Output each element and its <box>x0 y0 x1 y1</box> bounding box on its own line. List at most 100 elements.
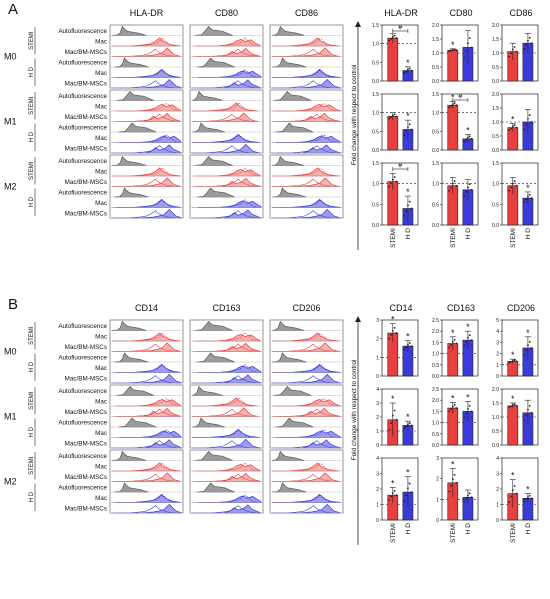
y-tick-label: 0.5 <box>432 432 439 438</box>
data-point <box>510 186 512 189</box>
histogram-filled <box>272 47 341 57</box>
y-tick-label: 3 <box>376 472 379 478</box>
data-point <box>388 498 391 501</box>
histogram-outline <box>272 408 339 417</box>
data-point <box>468 404 471 407</box>
data-point <box>395 180 398 183</box>
histogram-box <box>109 24 184 89</box>
data-point <box>448 106 451 109</box>
data-point <box>511 404 514 406</box>
histogram-outline <box>112 343 178 352</box>
significance-star: * <box>511 471 515 481</box>
bar-chart: 0.00.51.01.5 **# <box>432 92 479 154</box>
y-tick-label: 0 <box>376 518 379 524</box>
y-tick-label: 0.5 <box>492 134 499 140</box>
y-tick-label: 2.5 <box>432 318 439 324</box>
significance-star: * <box>451 40 455 50</box>
data-point <box>405 70 408 73</box>
y-tick-label: 0 <box>496 374 499 380</box>
histogram-outline <box>272 397 339 407</box>
significance-star: * <box>406 468 410 478</box>
histogram-outline <box>272 48 336 57</box>
data-point <box>525 498 528 501</box>
data-point <box>530 197 533 200</box>
chart-column-header: CD14 <box>389 303 412 313</box>
histogram-outline <box>192 375 261 384</box>
y-tick-label: 1 <box>496 363 499 369</box>
x-tick-label: STEMI <box>510 228 517 248</box>
data-point <box>455 342 458 345</box>
histogram-outline <box>112 375 178 384</box>
histogram-filled <box>194 450 233 461</box>
y-tick-label: 1.0 <box>492 415 499 421</box>
y-tick-label: 0.5 <box>432 129 439 135</box>
data-point <box>403 427 406 429</box>
histogram-filled <box>114 482 149 493</box>
data-point <box>455 407 458 409</box>
y-tick-label: 1.0 <box>372 111 379 117</box>
bar-chart: 0.0 0.5 1.0 1.5 2.0 <box>492 23 539 85</box>
histogram-filled <box>112 332 182 342</box>
data-point <box>508 189 511 192</box>
track-label: Mac/BM-MSCs <box>65 114 107 121</box>
data-point <box>530 121 533 123</box>
track-label: Mac <box>95 103 107 110</box>
histogram-filled <box>271 320 305 331</box>
track-label: Mac <box>95 365 107 372</box>
group-label-stemi: STEMI <box>29 391 35 410</box>
histogram-outline <box>192 178 261 187</box>
data-point <box>511 125 514 128</box>
data-point <box>410 128 413 131</box>
group-label-hd: H D <box>29 196 35 207</box>
bar-chart: 0 1 2 3 4 * * <box>496 456 539 524</box>
data-point <box>388 117 391 120</box>
data-point <box>393 409 396 412</box>
track-label: Mac/BM-MSCs <box>65 440 107 447</box>
data-point <box>395 37 398 39</box>
y-tick-label: 0.0 <box>372 79 379 85</box>
histogram-outline <box>192 408 255 417</box>
histogram-filled <box>195 464 262 472</box>
y-tick-label: 4 <box>496 329 499 335</box>
histogram-outline <box>192 210 261 219</box>
data-point <box>448 490 451 493</box>
data-point <box>465 49 468 52</box>
data-point <box>410 424 413 427</box>
data-point <box>453 180 456 183</box>
histogram-filled <box>192 407 259 417</box>
bar-stemi <box>447 49 459 82</box>
histogram-filled <box>116 385 155 396</box>
histogram-outline <box>192 113 255 122</box>
histogram-filled <box>274 407 342 417</box>
data-point <box>523 200 526 203</box>
bar-stemi <box>387 116 399 151</box>
chart-column-header: CD80 <box>449 8 472 18</box>
data-point <box>450 105 452 107</box>
data-point <box>393 113 396 116</box>
histogram-filled <box>114 187 149 198</box>
data-point <box>513 403 516 406</box>
histogram-outline <box>192 440 255 449</box>
histogram-box <box>189 154 264 219</box>
y-tick-label: 1.0 <box>432 111 439 117</box>
track-label: Autofluorescence <box>58 124 107 131</box>
y-tick-label: 1.5 <box>492 37 499 43</box>
y-tick-label: 2.0 <box>432 329 439 335</box>
data-point <box>391 36 394 38</box>
bar-chart: 0 1 2 3 * <box>436 456 479 524</box>
data-point <box>408 422 411 424</box>
data-point <box>410 491 413 493</box>
data-point <box>527 39 529 42</box>
data-point <box>450 186 452 189</box>
y-tick-label: 0.5 <box>492 429 499 435</box>
y-tick-label: 4 <box>376 387 379 393</box>
y-axis-arrowhead <box>355 21 361 27</box>
histogram-filled <box>194 25 233 36</box>
data-point <box>513 46 516 48</box>
data-point <box>408 342 411 344</box>
data-point <box>451 48 454 51</box>
histogram-filled <box>196 352 235 363</box>
data-point <box>525 123 528 126</box>
group-label-stemi: STEMI <box>29 96 35 115</box>
panel-letter: B <box>8 296 18 313</box>
